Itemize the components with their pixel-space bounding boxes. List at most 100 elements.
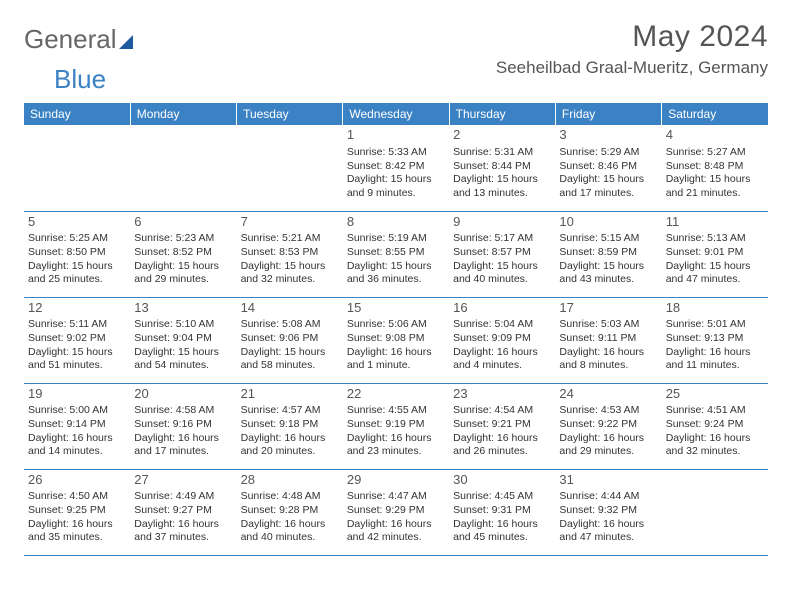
- day-number: 31: [559, 472, 657, 489]
- day-header: Tuesday: [237, 103, 343, 125]
- calendar-cell: 28Sunrise: 4:48 AMSunset: 9:28 PMDayligh…: [237, 469, 343, 555]
- day-number: 26: [28, 472, 126, 489]
- day-number: 1: [347, 127, 445, 144]
- day-header: Friday: [555, 103, 661, 125]
- day-number: 11: [666, 214, 764, 231]
- sunset-text: Sunset: 8:48 PM: [666, 160, 764, 174]
- calendar-cell: 26Sunrise: 4:50 AMSunset: 9:25 PMDayligh…: [24, 469, 130, 555]
- sunrise-text: Sunrise: 5:01 AM: [666, 318, 764, 332]
- day-number: 12: [28, 300, 126, 317]
- calendar-cell: 4Sunrise: 5:27 AMSunset: 8:48 PMDaylight…: [662, 125, 768, 211]
- calendar-cell: 16Sunrise: 5:04 AMSunset: 9:09 PMDayligh…: [449, 297, 555, 383]
- sunset-text: Sunset: 9:14 PM: [28, 418, 126, 432]
- daylight-text: Daylight: 15 hours and 43 minutes.: [559, 260, 657, 287]
- sunset-text: Sunset: 9:08 PM: [347, 332, 445, 346]
- calendar-row: 1Sunrise: 5:33 AMSunset: 8:42 PMDaylight…: [24, 125, 768, 211]
- sunset-text: Sunset: 9:24 PM: [666, 418, 764, 432]
- sunset-text: Sunset: 8:59 PM: [559, 246, 657, 260]
- sunrise-text: Sunrise: 4:50 AM: [28, 490, 126, 504]
- calendar-cell: 13Sunrise: 5:10 AMSunset: 9:04 PMDayligh…: [130, 297, 236, 383]
- sunrise-text: Sunrise: 5:29 AM: [559, 146, 657, 160]
- daylight-text: Daylight: 15 hours and 13 minutes.: [453, 173, 551, 200]
- day-number: 8: [347, 214, 445, 231]
- day-number: 21: [241, 386, 339, 403]
- day-number: 9: [453, 214, 551, 231]
- day-number: 17: [559, 300, 657, 317]
- calendar-cell: 17Sunrise: 5:03 AMSunset: 9:11 PMDayligh…: [555, 297, 661, 383]
- sunset-text: Sunset: 8:57 PM: [453, 246, 551, 260]
- sunrise-text: Sunrise: 5:17 AM: [453, 232, 551, 246]
- sunset-text: Sunset: 9:13 PM: [666, 332, 764, 346]
- calendar-cell: 18Sunrise: 5:01 AMSunset: 9:13 PMDayligh…: [662, 297, 768, 383]
- daylight-text: Daylight: 16 hours and 35 minutes.: [28, 518, 126, 545]
- day-number: 16: [453, 300, 551, 317]
- sunrise-text: Sunrise: 5:25 AM: [28, 232, 126, 246]
- calendar-cell: 25Sunrise: 4:51 AMSunset: 9:24 PMDayligh…: [662, 383, 768, 469]
- day-number: 10: [559, 214, 657, 231]
- sunset-text: Sunset: 8:50 PM: [28, 246, 126, 260]
- daylight-text: Daylight: 16 hours and 17 minutes.: [134, 432, 232, 459]
- sunrise-text: Sunrise: 5:00 AM: [28, 404, 126, 418]
- logo-text-2: Blue: [54, 64, 106, 95]
- calendar-cell: [130, 125, 236, 211]
- calendar-cell: 27Sunrise: 4:49 AMSunset: 9:27 PMDayligh…: [130, 469, 236, 555]
- daylight-text: Daylight: 16 hours and 20 minutes.: [241, 432, 339, 459]
- calendar-cell: 29Sunrise: 4:47 AMSunset: 9:29 PMDayligh…: [343, 469, 449, 555]
- calendar-row: 19Sunrise: 5:00 AMSunset: 9:14 PMDayligh…: [24, 383, 768, 469]
- daylight-text: Daylight: 16 hours and 23 minutes.: [347, 432, 445, 459]
- daylight-text: Daylight: 15 hours and 54 minutes.: [134, 346, 232, 373]
- calendar-cell: 9Sunrise: 5:17 AMSunset: 8:57 PMDaylight…: [449, 211, 555, 297]
- daylight-text: Daylight: 16 hours and 37 minutes.: [134, 518, 232, 545]
- calendar-cell: 5Sunrise: 5:25 AMSunset: 8:50 PMDaylight…: [24, 211, 130, 297]
- sunset-text: Sunset: 9:25 PM: [28, 504, 126, 518]
- title-block: May 2024 Seeheilbad Graal-Mueritz, Germa…: [496, 20, 768, 78]
- sunrise-text: Sunrise: 5:19 AM: [347, 232, 445, 246]
- calendar-row: 12Sunrise: 5:11 AMSunset: 9:02 PMDayligh…: [24, 297, 768, 383]
- calendar-cell: 23Sunrise: 4:54 AMSunset: 9:21 PMDayligh…: [449, 383, 555, 469]
- sunrise-text: Sunrise: 5:13 AM: [666, 232, 764, 246]
- daylight-text: Daylight: 16 hours and 32 minutes.: [666, 432, 764, 459]
- calendar-row: 5Sunrise: 5:25 AMSunset: 8:50 PMDaylight…: [24, 211, 768, 297]
- day-header-row: SundayMondayTuesdayWednesdayThursdayFrid…: [24, 103, 768, 125]
- sunrise-text: Sunrise: 4:47 AM: [347, 490, 445, 504]
- sunset-text: Sunset: 9:21 PM: [453, 418, 551, 432]
- daylight-text: Daylight: 16 hours and 11 minutes.: [666, 346, 764, 373]
- day-number: 15: [347, 300, 445, 317]
- sunrise-text: Sunrise: 4:53 AM: [559, 404, 657, 418]
- daylight-text: Daylight: 16 hours and 8 minutes.: [559, 346, 657, 373]
- sunrise-text: Sunrise: 4:45 AM: [453, 490, 551, 504]
- day-header: Monday: [130, 103, 236, 125]
- sunset-text: Sunset: 9:02 PM: [28, 332, 126, 346]
- sunrise-text: Sunrise: 4:44 AM: [559, 490, 657, 504]
- calendar-cell: 8Sunrise: 5:19 AMSunset: 8:55 PMDaylight…: [343, 211, 449, 297]
- sunrise-text: Sunrise: 4:54 AM: [453, 404, 551, 418]
- day-number: 22: [347, 386, 445, 403]
- location: Seeheilbad Graal-Mueritz, Germany: [496, 58, 768, 78]
- sunset-text: Sunset: 9:18 PM: [241, 418, 339, 432]
- calendar-cell: 2Sunrise: 5:31 AMSunset: 8:44 PMDaylight…: [449, 125, 555, 211]
- daylight-text: Daylight: 16 hours and 40 minutes.: [241, 518, 339, 545]
- day-number: 7: [241, 214, 339, 231]
- calendar-cell: 20Sunrise: 4:58 AMSunset: 9:16 PMDayligh…: [130, 383, 236, 469]
- sunset-text: Sunset: 9:16 PM: [134, 418, 232, 432]
- day-number: 27: [134, 472, 232, 489]
- calendar-cell: 6Sunrise: 5:23 AMSunset: 8:52 PMDaylight…: [130, 211, 236, 297]
- month-title: May 2024: [496, 20, 768, 54]
- sunset-text: Sunset: 9:31 PM: [453, 504, 551, 518]
- daylight-text: Daylight: 16 hours and 42 minutes.: [347, 518, 445, 545]
- sunrise-text: Sunrise: 4:51 AM: [666, 404, 764, 418]
- sunset-text: Sunset: 8:55 PM: [347, 246, 445, 260]
- daylight-text: Daylight: 15 hours and 51 minutes.: [28, 346, 126, 373]
- daylight-text: Daylight: 15 hours and 9 minutes.: [347, 173, 445, 200]
- daylight-text: Daylight: 15 hours and 40 minutes.: [453, 260, 551, 287]
- day-number: 5: [28, 214, 126, 231]
- sunset-text: Sunset: 9:04 PM: [134, 332, 232, 346]
- daylight-text: Daylight: 15 hours and 32 minutes.: [241, 260, 339, 287]
- day-number: 29: [347, 472, 445, 489]
- sunset-text: Sunset: 8:52 PM: [134, 246, 232, 260]
- calendar-cell: 3Sunrise: 5:29 AMSunset: 8:46 PMDaylight…: [555, 125, 661, 211]
- sunset-text: Sunset: 9:28 PM: [241, 504, 339, 518]
- calendar-cell: 30Sunrise: 4:45 AMSunset: 9:31 PMDayligh…: [449, 469, 555, 555]
- daylight-text: Daylight: 15 hours and 25 minutes.: [28, 260, 126, 287]
- calendar-cell: 19Sunrise: 5:00 AMSunset: 9:14 PMDayligh…: [24, 383, 130, 469]
